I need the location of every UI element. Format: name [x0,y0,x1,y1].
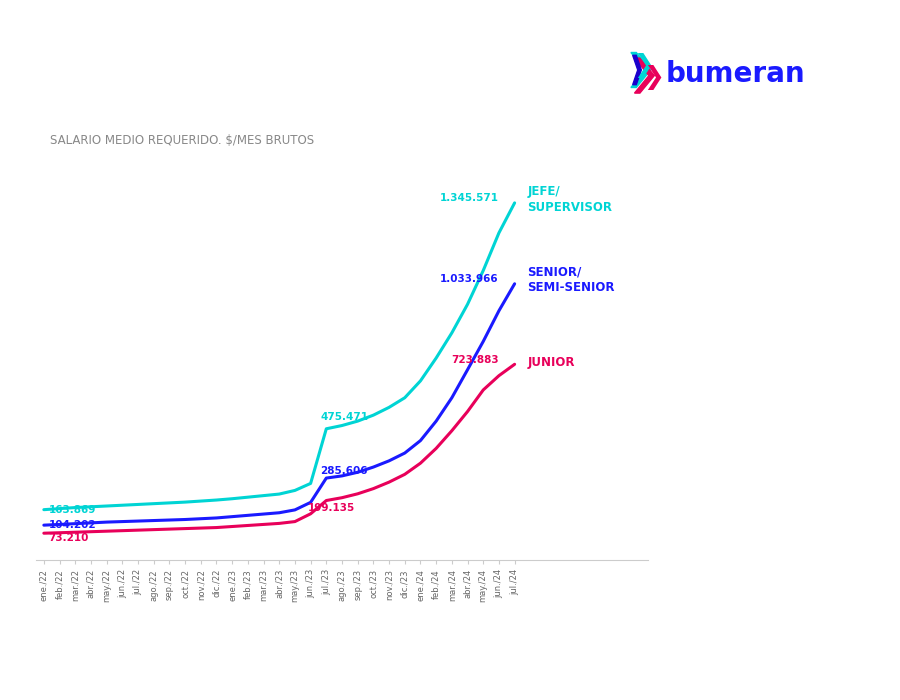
Text: 104.202: 104.202 [49,520,96,530]
Text: 1.033.966: 1.033.966 [440,274,499,284]
Text: ❯: ❯ [633,52,653,78]
Text: 1.345.571: 1.345.571 [440,193,499,203]
Text: 73.210: 73.210 [49,533,89,543]
Text: 199.135: 199.135 [308,503,355,513]
Text: SENIOR/
SEMI-SENIOR: SENIOR/ SEMI-SENIOR [527,265,615,294]
Text: 723.883: 723.883 [451,355,499,365]
Text: JUNIOR: JUNIOR [527,356,575,369]
Polygon shape [631,52,651,88]
Polygon shape [633,55,642,85]
Text: JEFE/
SUPERVISOR: JEFE/ SUPERVISOR [527,185,612,214]
Text: 475.471: 475.471 [320,412,368,422]
Text: 285.606: 285.606 [320,466,367,475]
Text: ❯: ❯ [644,64,664,90]
Text: bumeran: bumeran [666,60,806,88]
Text: SALARIO MEDIO REQUERIDO. $/MES BRUTOS: SALARIO MEDIO REQUERIDO. $/MES BRUTOS [50,134,313,147]
Text: 163.869: 163.869 [49,505,96,514]
Polygon shape [634,58,654,93]
